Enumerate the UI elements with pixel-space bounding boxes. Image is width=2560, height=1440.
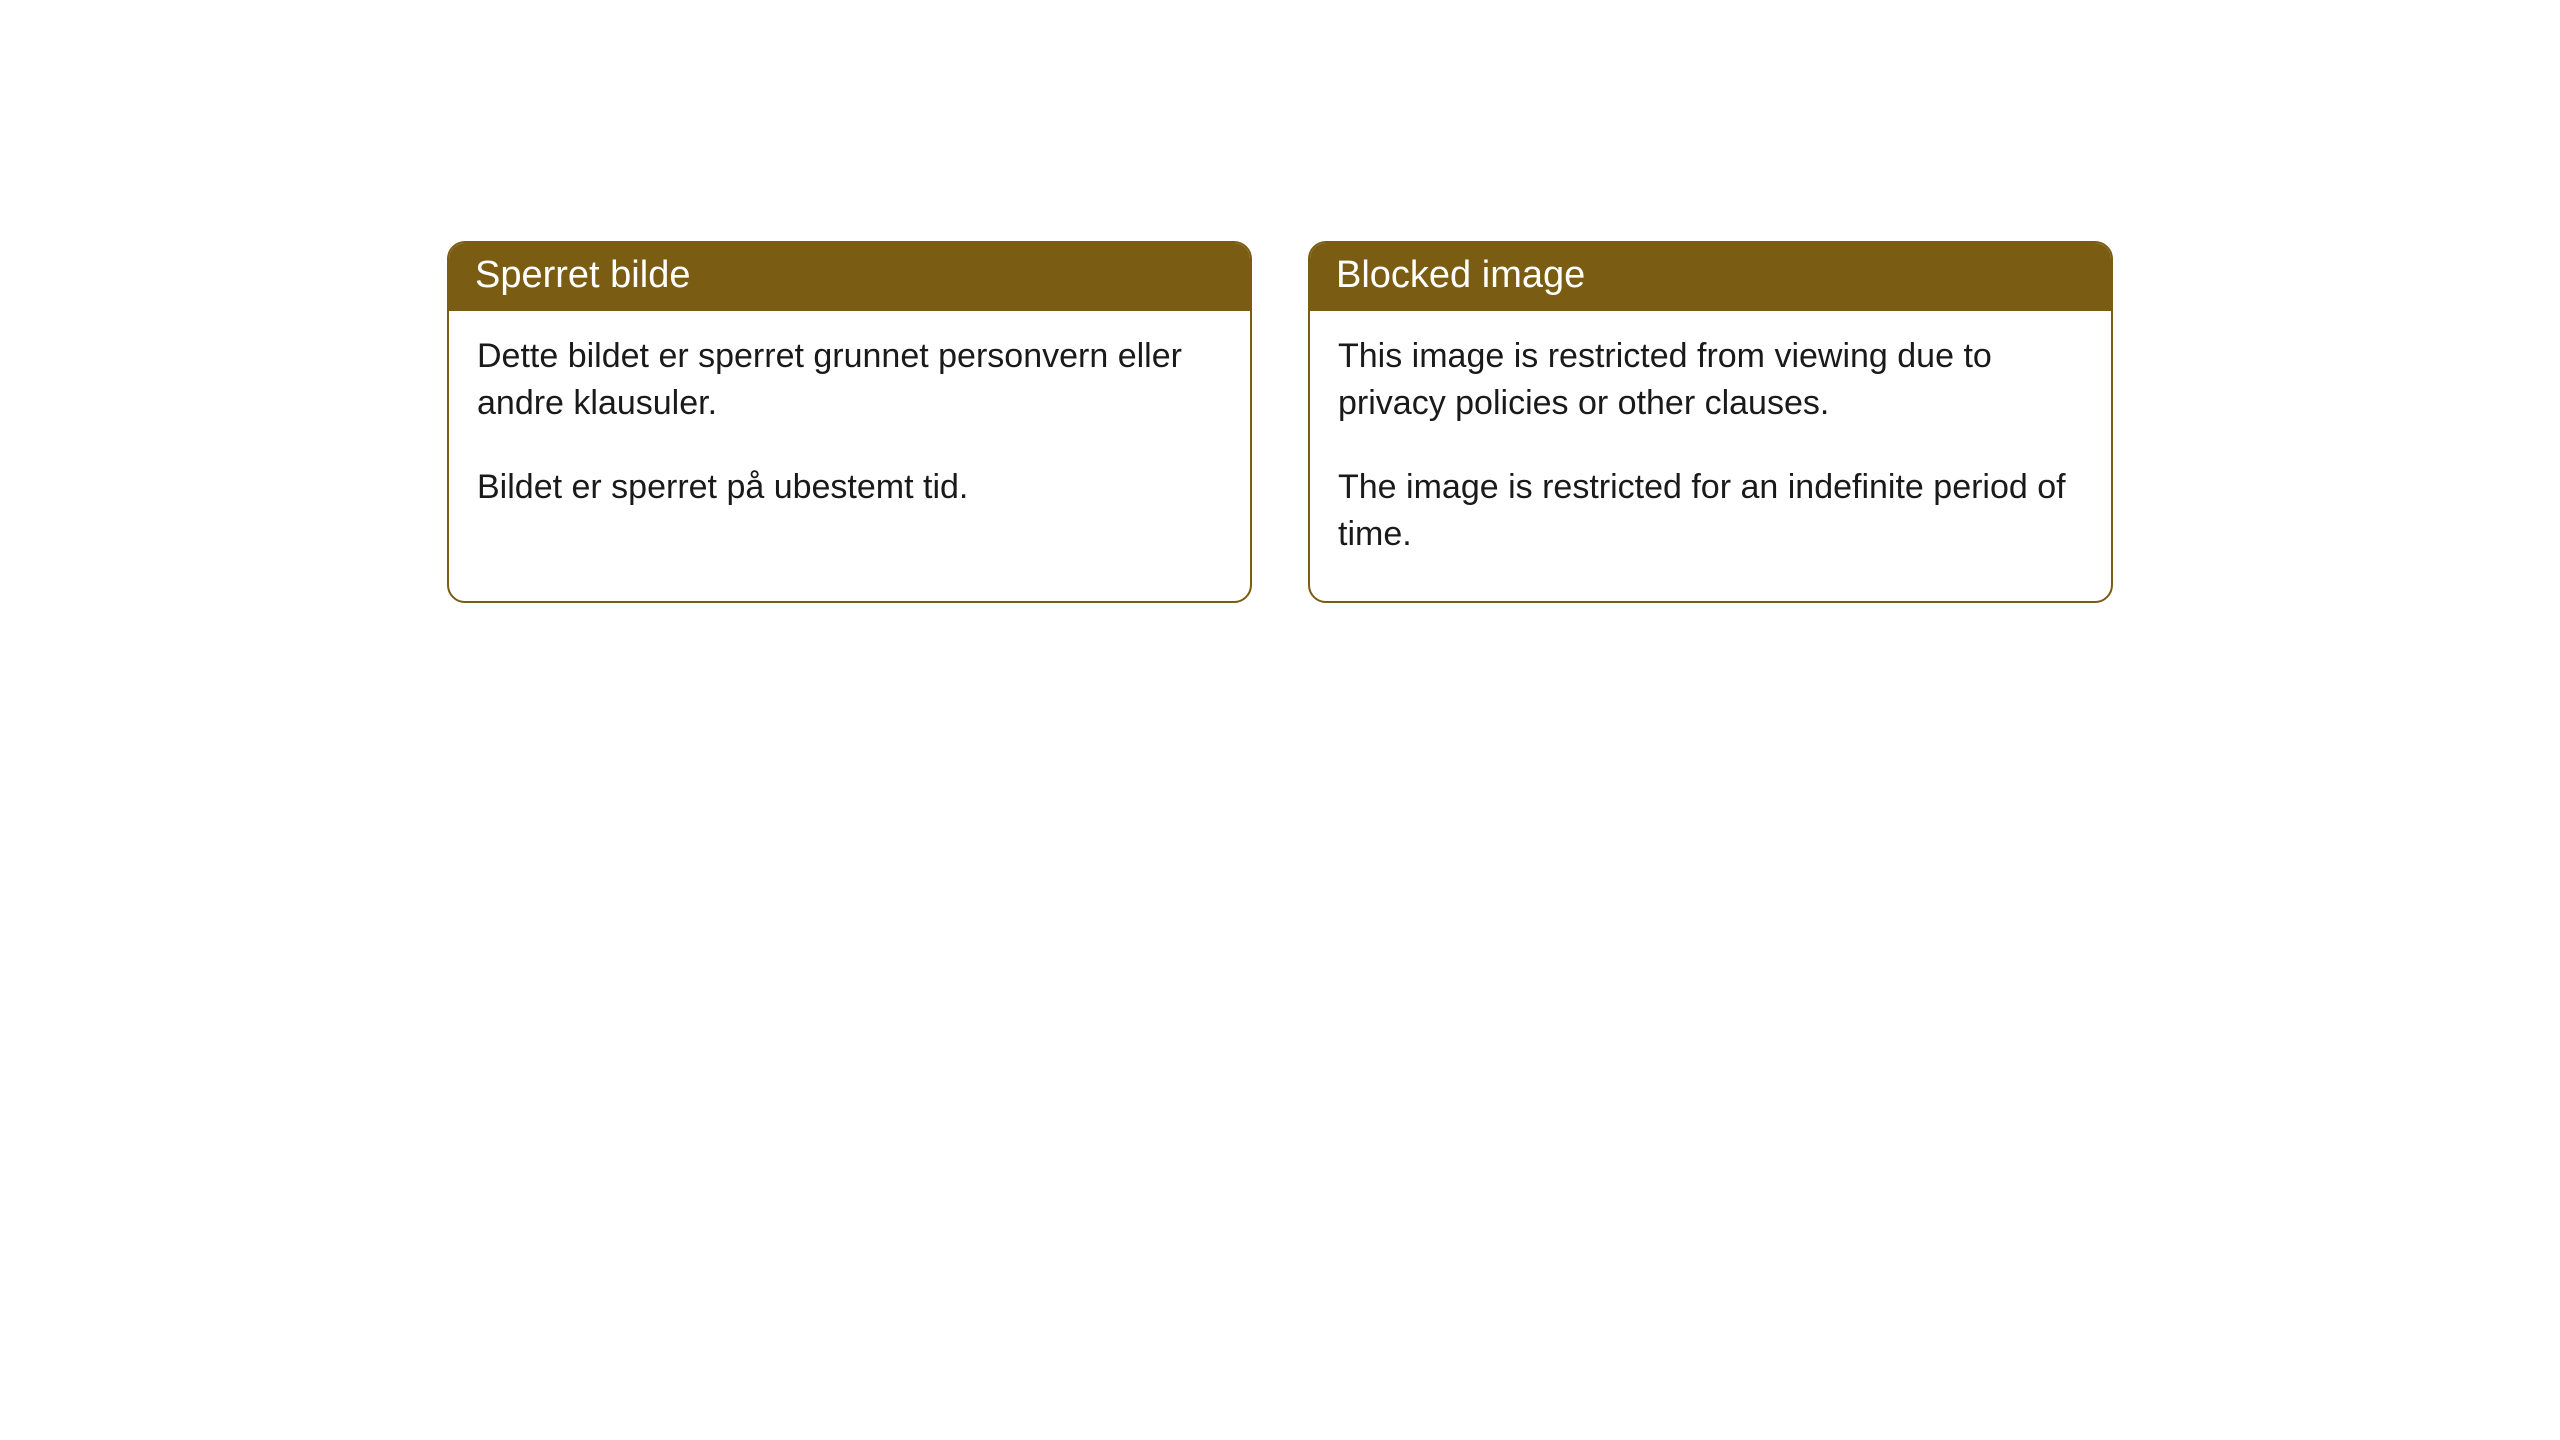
notice-paragraph: Bildet er sperret på ubestemt tid.	[477, 464, 1222, 512]
card-body: This image is restricted from viewing du…	[1310, 311, 2111, 601]
notice-card-english: Blocked image This image is restricted f…	[1308, 241, 2113, 603]
card-header: Blocked image	[1310, 243, 2111, 311]
notice-card-norwegian: Sperret bilde Dette bildet er sperret gr…	[447, 241, 1252, 603]
card-header: Sperret bilde	[449, 243, 1250, 311]
card-body: Dette bildet er sperret grunnet personve…	[449, 311, 1250, 554]
notice-paragraph: Dette bildet er sperret grunnet personve…	[477, 333, 1222, 428]
notice-paragraph: The image is restricted for an indefinit…	[1338, 464, 2083, 559]
notice-container: Sperret bilde Dette bildet er sperret gr…	[447, 241, 2113, 603]
notice-paragraph: This image is restricted from viewing du…	[1338, 333, 2083, 428]
